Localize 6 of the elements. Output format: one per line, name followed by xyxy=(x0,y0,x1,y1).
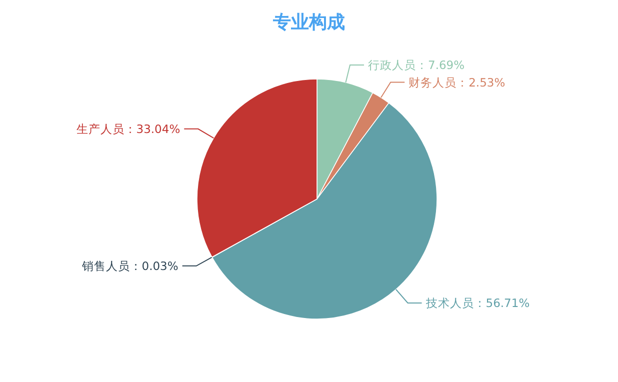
slice-label: 行政人员：7.69% xyxy=(368,58,465,72)
chart-title: 专业构成 xyxy=(272,12,345,33)
slice-label: 销售人员：0.03% xyxy=(80,258,178,273)
slice-label: 财务人员：2.53% xyxy=(408,75,506,90)
slice-label: 生产人员：33.04% xyxy=(76,122,180,136)
slice-label: 技术人员：56.71% xyxy=(424,296,530,310)
